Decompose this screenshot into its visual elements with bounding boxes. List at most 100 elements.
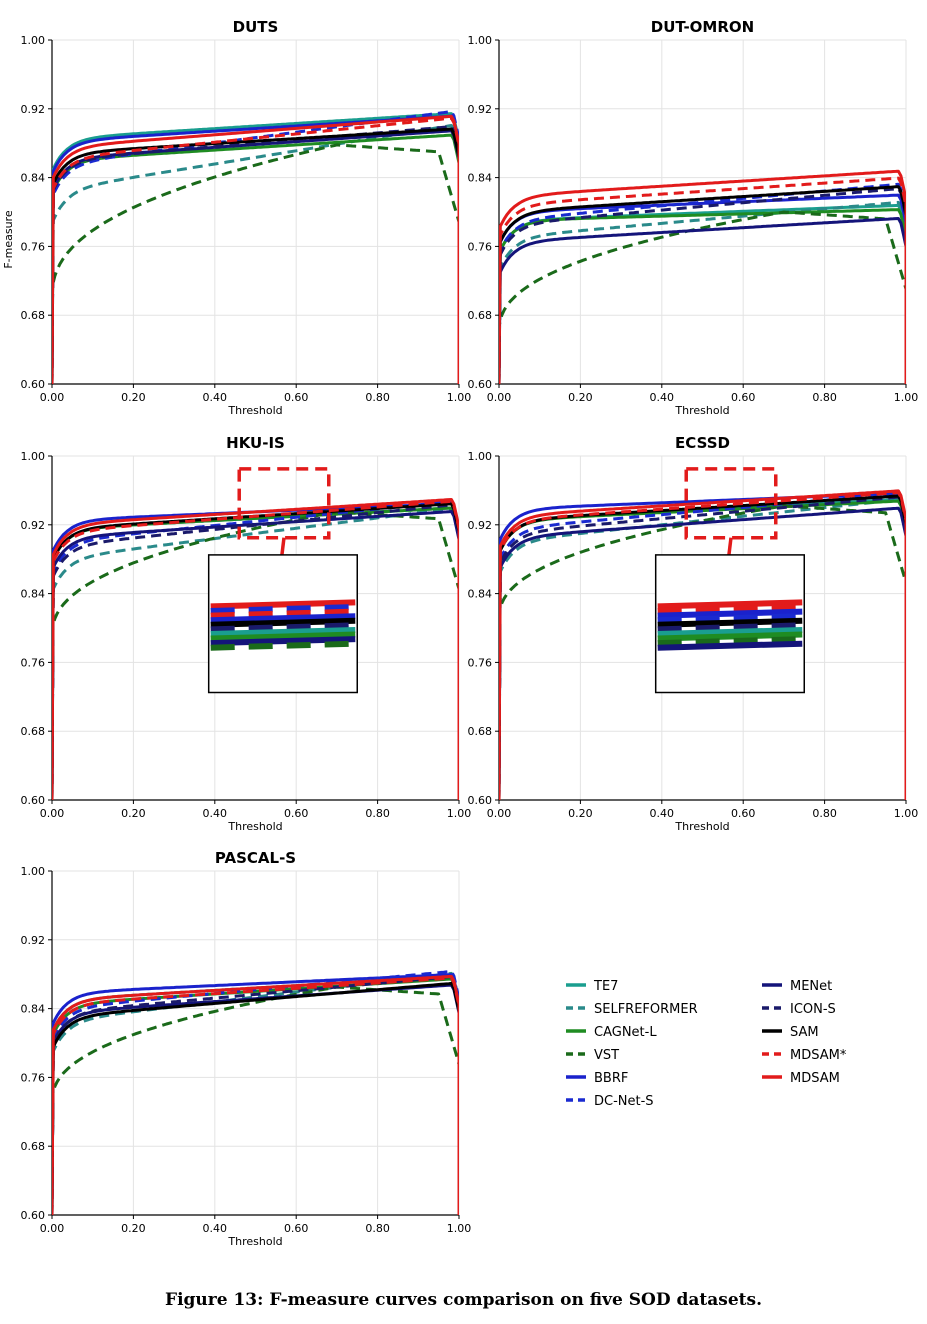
series-line-icon-s <box>499 495 906 800</box>
legend-label: MDSAM <box>790 1071 840 1086</box>
y-tick-label: 0.68 <box>21 1140 46 1153</box>
zoom-line-dc-net-s <box>210 604 356 615</box>
x-tick-label: 1.00 <box>894 391 919 404</box>
legend-item-vst: VST <box>566 1048 619 1063</box>
series-line-mdsam <box>52 498 459 800</box>
x-tick-label: 0.40 <box>203 391 228 404</box>
series-line-te7 <box>499 203 906 384</box>
legend-label: MENet <box>790 979 832 994</box>
legend-item-dc-net-s: DC-Net-S <box>566 1094 654 1109</box>
x-axis-label: Threshold <box>227 404 282 417</box>
zoom-line-sam <box>210 617 356 628</box>
legend-label: TE7 <box>593 979 618 994</box>
legend-label: SELFREFORMER <box>594 1002 698 1017</box>
x-tick-label: 0.20 <box>121 807 146 820</box>
x-tick-label: 1.00 <box>447 391 472 404</box>
series-line-icon-s <box>499 187 906 384</box>
series-line-te7 <box>52 112 459 384</box>
x-tick-label: 0.60 <box>731 391 756 404</box>
panel-title: PASCAL-S <box>215 849 296 867</box>
zoom-line-cagnet-l <box>657 631 803 642</box>
y-tick-label: 0.60 <box>468 378 493 391</box>
panel-hku-is: 0.00 0.20 0.40 0.60 0.80 1.00 0.60 0.68 0.76 0.84… <box>21 434 472 833</box>
zoom-line-bbrf <box>210 613 356 624</box>
y-tick-label: 1.00 <box>21 865 46 878</box>
y-tick-label: 0.76 <box>468 240 493 253</box>
series-line-menet <box>52 129 459 384</box>
series-line-icon-s <box>52 503 459 800</box>
x-tick-label: 0.60 <box>284 1222 309 1235</box>
x-tick-label: 0.40 <box>203 807 228 820</box>
series-group <box>52 110 459 384</box>
y-tick-label: 0.84 <box>468 588 493 601</box>
y-tick-label: 0.60 <box>21 378 46 391</box>
zoom-line-mdsam <box>657 599 803 610</box>
panel-ecssd: 0.00 0.20 0.40 0.60 0.80 1.00 0.60 0.68 0.76 0.84… <box>468 434 919 833</box>
series-line-selfreformer <box>52 124 459 384</box>
legend-item-te7: TE7 <box>566 979 618 994</box>
x-tick-label: 0.80 <box>812 391 837 404</box>
x-tick-label: 0.20 <box>568 807 593 820</box>
y-tick-label: 1.00 <box>468 450 493 463</box>
y-tick-label: 0.84 <box>468 172 493 185</box>
y-axis-label: F-measure <box>2 210 15 269</box>
x-tick-label: 0.00 <box>40 1222 65 1235</box>
y-tick-label: 0.60 <box>21 1209 46 1222</box>
y-tick-label: 0.92 <box>21 103 46 116</box>
series-line-menet <box>52 983 459 1215</box>
y-tick-label: 0.60 <box>468 794 493 807</box>
zoom-line-bbrf <box>657 608 803 619</box>
series-line-sam <box>52 127 459 384</box>
series-line-vst <box>499 504 906 800</box>
series-line-cagnet-l <box>52 133 459 384</box>
zoom-line-sam <box>657 617 803 628</box>
x-tick-label: 0.20 <box>121 391 146 404</box>
y-tick-label: 0.92 <box>21 519 46 532</box>
zoom-line-icon-s <box>657 622 803 633</box>
legend-item-bbrf: BBRF <box>566 1071 628 1086</box>
panel-dut-omron: 0.00 0.20 0.40 0.60 0.80 1.00 0.60 0.68 0.76 0.84… <box>468 18 919 417</box>
series-line-selfreformer <box>499 498 906 800</box>
x-tick-label: 0.80 <box>365 807 390 820</box>
x-tick-label: 0.40 <box>650 807 675 820</box>
x-tick-label: 1.00 <box>447 807 472 820</box>
series-line-mdsam <box>499 169 906 384</box>
series-line-selfreformer <box>499 200 906 384</box>
x-axis-label: Threshold <box>674 404 729 417</box>
x-tick-label: 0.40 <box>203 1222 228 1235</box>
x-tick-label: 0.60 <box>284 391 309 404</box>
y-tick-label: 1.00 <box>21 450 46 463</box>
y-tick-label: 0.68 <box>21 309 46 322</box>
series-line-sam <box>52 981 459 1215</box>
x-axis-label: Threshold <box>674 820 729 833</box>
y-tick-label: 0.92 <box>468 519 493 532</box>
panel-duts: 0.00 0.20 0.40 0.60 0.80 1.00 0.60 0.68 0.76 0.84… <box>2 18 471 417</box>
legend-item-cagnet-l: CAGNet-L <box>566 1025 657 1040</box>
series-line-mdsam <box>52 976 459 1215</box>
series-group <box>52 970 459 1215</box>
x-tick-label: 0.00 <box>487 391 512 404</box>
y-tick-label: 0.76 <box>21 240 46 253</box>
zoom-line-cagnet-l <box>210 631 356 642</box>
series-group <box>499 169 906 384</box>
zoom-line-menet <box>657 640 803 651</box>
series-line-cagnet-l <box>52 977 459 1215</box>
zoom-line-te7 <box>657 626 803 637</box>
series-line-mdsam <box>52 114 459 384</box>
zoom-line-mdsam <box>210 599 356 610</box>
legend-label: ICON-S <box>790 1002 836 1017</box>
panel-title: HKU-IS <box>226 434 285 452</box>
legend-item-menet: MENet <box>762 979 832 994</box>
series-line-icon-s <box>52 975 459 1215</box>
y-tick-label: 0.76 <box>21 656 46 669</box>
series-line-cagnet-l <box>499 208 906 384</box>
x-tick-label: 1.00 <box>447 1222 472 1235</box>
legend-label: CAGNet-L <box>594 1025 657 1040</box>
series-line-bbrf <box>499 193 906 384</box>
x-tick-label: 0.80 <box>365 391 390 404</box>
x-tick-label: 1.00 <box>894 807 919 820</box>
legend-item-selfreformer: SELFREFORMER <box>566 1002 698 1017</box>
zoom-region <box>684 467 778 540</box>
y-tick-label: 1.00 <box>468 34 493 47</box>
x-axis-label: Threshold <box>227 1235 282 1248</box>
